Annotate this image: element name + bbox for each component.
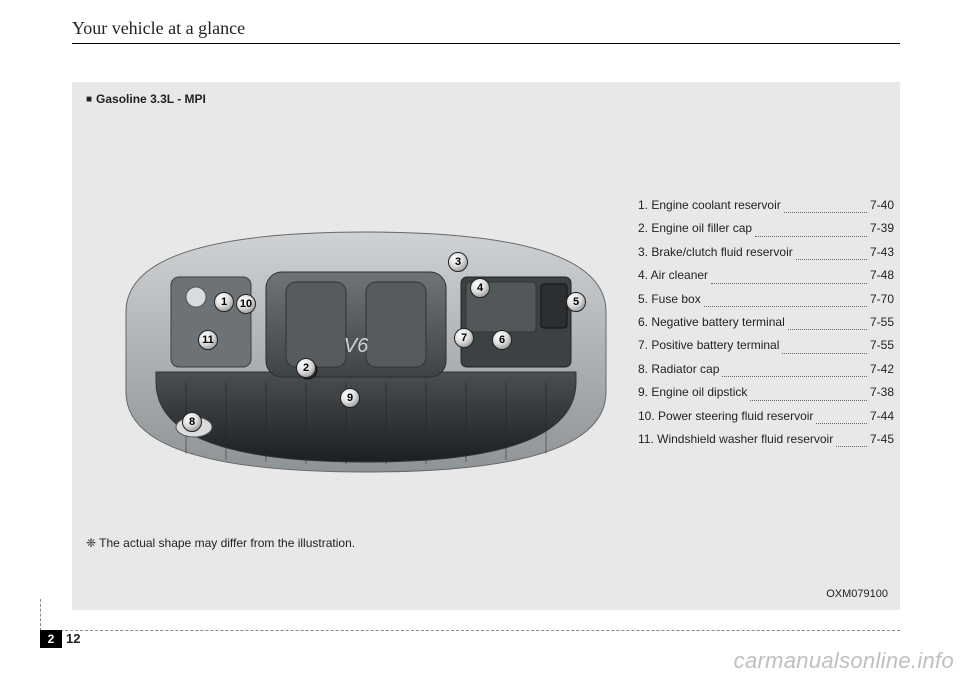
callout-2: 2 [296,358,316,378]
footer-vertical-rule [40,599,41,631]
legend-page-ref: 7-55 [870,334,894,357]
callout-5: 5 [566,292,586,312]
callout-8: 8 [182,412,202,432]
legend-leader-dots [711,264,867,283]
illustration-note: ❈ The actual shape may differ from the i… [86,536,355,550]
legend-label: 4. Air cleaner [638,264,708,287]
legend-page-ref: 7-44 [870,405,894,428]
engine-variant-text: Gasoline 3.3L - MPI [96,92,206,106]
legend-row: 2. Engine oil filler cap 7-39 [638,217,894,240]
callout-3: 3 [448,252,468,272]
callout-9: 9 [340,388,360,408]
legend-row: 1. Engine coolant reservoir 7-40 [638,194,894,217]
svg-text:V6: V6 [344,335,369,357]
legend-page-ref: 7-39 [870,217,894,240]
legend-page-ref: 7-42 [870,358,894,381]
legend-row: 4. Air cleaner 7-48 [638,264,894,287]
header-rule [72,43,900,44]
legend-leader-dots [755,217,867,236]
legend-page-ref: 7-48 [870,264,894,287]
section-tab: 2 [40,630,62,648]
legend-row: 11. Windshield washer fluid reservoir 7-… [638,428,894,451]
callout-11: 11 [198,330,218,350]
header-title: Your vehicle at a glance [72,18,900,43]
legend-label: 5. Fuse box [638,288,701,311]
legend-leader-dots [816,405,867,424]
legend-row: 5. Fuse box 7-70 [638,288,894,311]
figure-code: OXM079100 [826,588,888,600]
legend-row: 9. Engine oil dipstick 7-38 [638,381,894,404]
callout-1: 1 [214,292,234,312]
legend-label: 8. Radiator cap [638,358,719,381]
legend-page-ref: 7-40 [870,194,894,217]
legend-label: 3. Brake/clutch fluid reservoir [638,241,793,264]
callout-4: 4 [470,278,490,298]
engine-svg: V6 [116,222,616,482]
legend-label: 10. Power steering fluid reservoir [638,405,813,428]
legend-label: 7. Positive battery terminal [638,334,779,357]
legend-leader-dots [784,194,867,213]
legend-page-ref: 7-43 [870,241,894,264]
legend-page-ref: 7-55 [870,311,894,334]
legend-label: 2. Engine oil filler cap [638,217,752,240]
legend-page-ref: 7-38 [870,381,894,404]
page-number: 12 [66,631,80,646]
legend-row: 10. Power steering fluid reservoir 7-44 [638,405,894,428]
engine-illustration: V6 110 11 2 34 76 5 9 8 [116,222,616,482]
legend-page-ref: 7-70 [870,288,894,311]
legend-row: 7. Positive battery terminal 7-55 [638,334,894,357]
legend-leader-dots [836,428,867,447]
callout-10: 10 [236,294,256,314]
callout-7: 7 [454,328,474,348]
square-bullet-icon: ■ [86,94,92,105]
legend-label: 6. Negative battery terminal [638,311,785,334]
page-header: Your vehicle at a glance [72,18,900,44]
legend-row: 3. Brake/clutch fluid reservoir 7-43 [638,241,894,264]
legend-row: 6. Negative battery terminal 7-55 [638,311,894,334]
legend-label: 11. Windshield washer fluid reservoir [638,428,833,451]
engine-variant-label: ■ Gasoline 3.3L - MPI [86,92,206,106]
legend-leader-dots [788,311,867,330]
callout-6: 6 [492,330,512,350]
parts-legend: 1. Engine coolant reservoir 7-402. Engin… [638,194,894,451]
legend-page-ref: 7-45 [870,428,894,451]
legend-leader-dots [750,381,867,400]
watermark-text: carmanualsonline.info [728,646,960,676]
legend-leader-dots [796,241,867,260]
legend-label: 9. Engine oil dipstick [638,381,747,404]
legend-leader-dots [704,288,867,307]
legend-leader-dots [782,334,867,353]
legend-row: 8. Radiator cap 7-42 [638,358,894,381]
legend-label: 1. Engine coolant reservoir [638,194,781,217]
legend-leader-dots [722,358,867,377]
